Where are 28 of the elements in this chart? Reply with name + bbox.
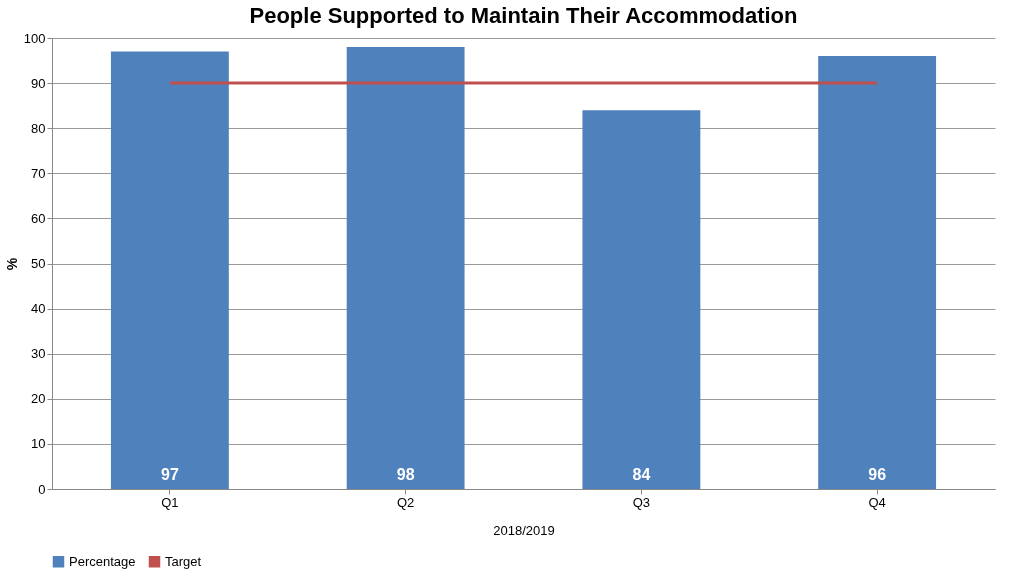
bar bbox=[346, 47, 465, 489]
data-label: 97 bbox=[160, 466, 179, 483]
y-tick-label: 80 bbox=[31, 120, 46, 136]
bar bbox=[582, 110, 701, 489]
legend-label: Percentage bbox=[69, 553, 136, 569]
y-tick-label: 50 bbox=[31, 256, 46, 271]
y-tick-label: 40 bbox=[31, 301, 46, 317]
y-tick-label: 90 bbox=[31, 75, 46, 91]
y-tick-label: 60 bbox=[31, 210, 46, 226]
y-tick-label: 0 bbox=[38, 481, 46, 497]
x-tick-label: Q4 bbox=[868, 494, 886, 510]
y-axis-title: % bbox=[3, 257, 20, 271]
x-axis-title: 2018/2019 bbox=[493, 522, 555, 538]
x-tick-label: Q1 bbox=[161, 494, 179, 510]
data-label: 84 bbox=[632, 466, 651, 483]
y-tick-label: 20 bbox=[31, 391, 46, 407]
x-tick-label: Q2 bbox=[396, 494, 415, 510]
legend-label: Target bbox=[165, 553, 202, 569]
data-label: 96 bbox=[868, 466, 887, 483]
chart-title: People Supported to Maintain Their Accommodation bbox=[249, 3, 798, 28]
y-tick-label: 10 bbox=[31, 436, 46, 452]
x-tick-label: Q3 bbox=[632, 494, 651, 510]
y-tick-label: 30 bbox=[31, 346, 46, 362]
y-tick-label: 100 bbox=[23, 30, 46, 46]
bar bbox=[110, 51, 229, 489]
y-tick-label: 70 bbox=[31, 165, 46, 181]
data-label: 98 bbox=[396, 466, 415, 483]
bar bbox=[818, 56, 937, 489]
